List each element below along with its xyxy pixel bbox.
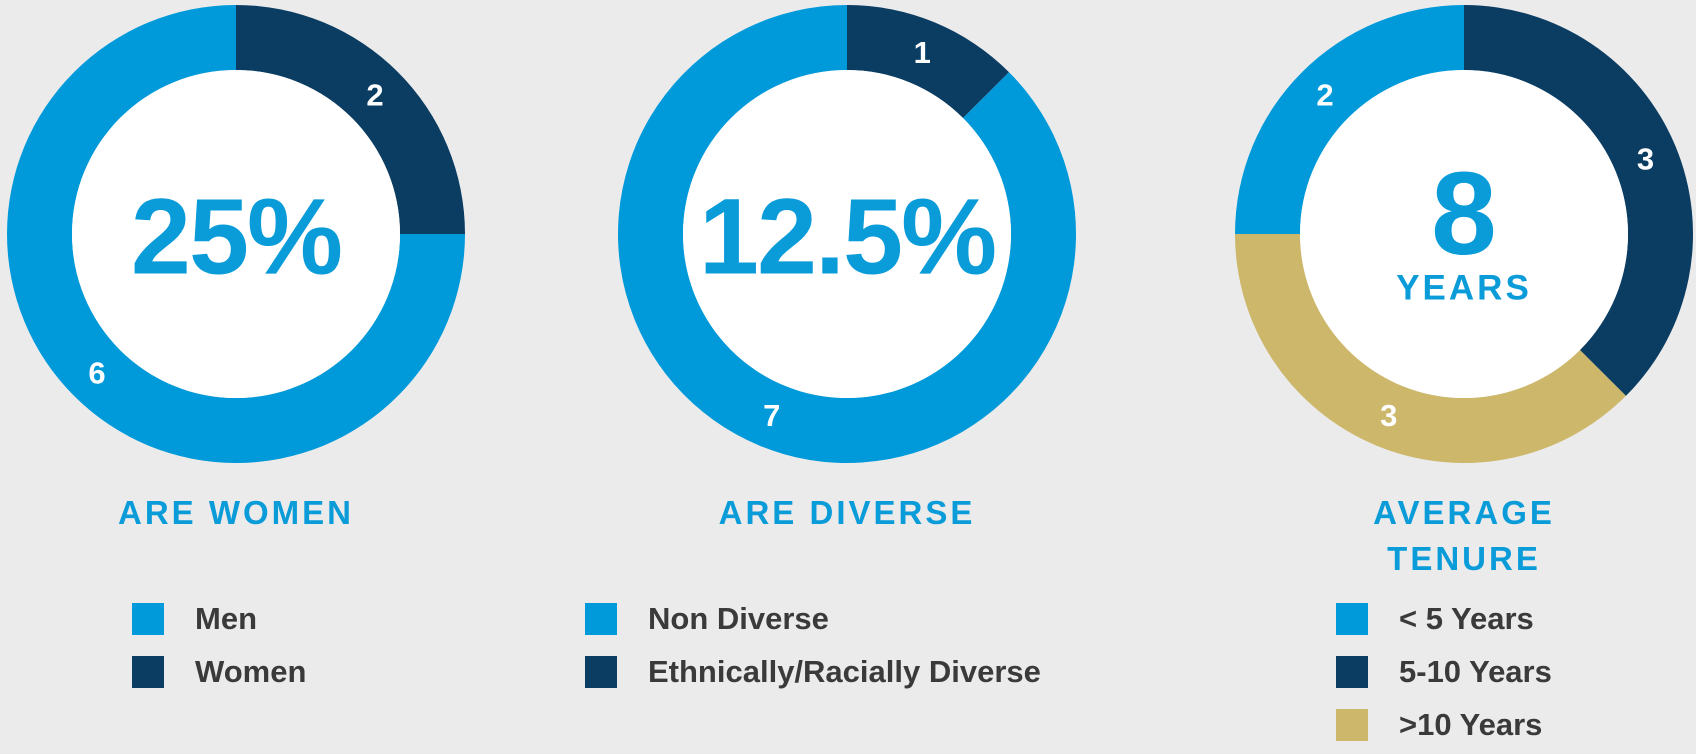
- caption: ARE DIVERSE: [718, 494, 976, 531]
- legend-item: Ethnically/Racially Diverse: [585, 654, 1041, 689]
- segment-label: 3: [1637, 141, 1654, 176]
- donut-segment: [1235, 5, 1464, 234]
- legend-swatch: [1336, 709, 1368, 741]
- legend-label: >10 Years: [1399, 707, 1543, 742]
- donut-segment: [847, 5, 1009, 119]
- donut-hole: [1300, 70, 1628, 398]
- legend-swatch: [1336, 656, 1368, 688]
- donut-segment: [1235, 234, 1626, 464]
- donut-hole: [72, 70, 400, 398]
- legend-label: 5-10 Years: [1399, 654, 1552, 689]
- segment-label: 6: [88, 355, 105, 390]
- center-value: 8: [1431, 148, 1497, 280]
- legend-swatch: [132, 603, 164, 635]
- legend-item: >10 Years: [1336, 707, 1543, 742]
- legend-item: Non Diverse: [585, 601, 829, 636]
- legend-item: 5-10 Years: [1336, 654, 1552, 689]
- center-value: 12.5%: [699, 176, 995, 297]
- center-unit: YEARS: [1396, 269, 1532, 308]
- legend-label: Women: [195, 654, 307, 689]
- segment-label: 3: [1380, 398, 1397, 433]
- segment-label: 2: [1316, 78, 1333, 113]
- legend-swatch: [585, 603, 617, 635]
- legend-swatch: [132, 656, 164, 688]
- legend-item: Women: [132, 654, 307, 689]
- donut-hole: [683, 70, 1011, 398]
- legend-label: Men: [195, 601, 257, 636]
- caption: AVERAGE TENURE: [1373, 494, 1555, 577]
- center-value: 25%: [131, 176, 341, 297]
- caption: ARE WOMEN: [118, 494, 354, 531]
- segment-label: 1: [914, 35, 931, 70]
- legend-label: Ethnically/Racially Diverse: [648, 654, 1041, 689]
- legend-label: Non Diverse: [648, 601, 829, 636]
- segment-label: 7: [763, 398, 780, 433]
- legend-label: < 5 Years: [1399, 601, 1534, 636]
- segment-label: 2: [366, 78, 383, 113]
- legend-item: Men: [132, 601, 257, 636]
- donut-segment: [1464, 5, 1693, 396]
- legend-swatch: [585, 656, 617, 688]
- legend-item: < 5 Years: [1336, 601, 1534, 636]
- donut-segment: [236, 5, 465, 234]
- legend-swatch: [1336, 603, 1368, 635]
